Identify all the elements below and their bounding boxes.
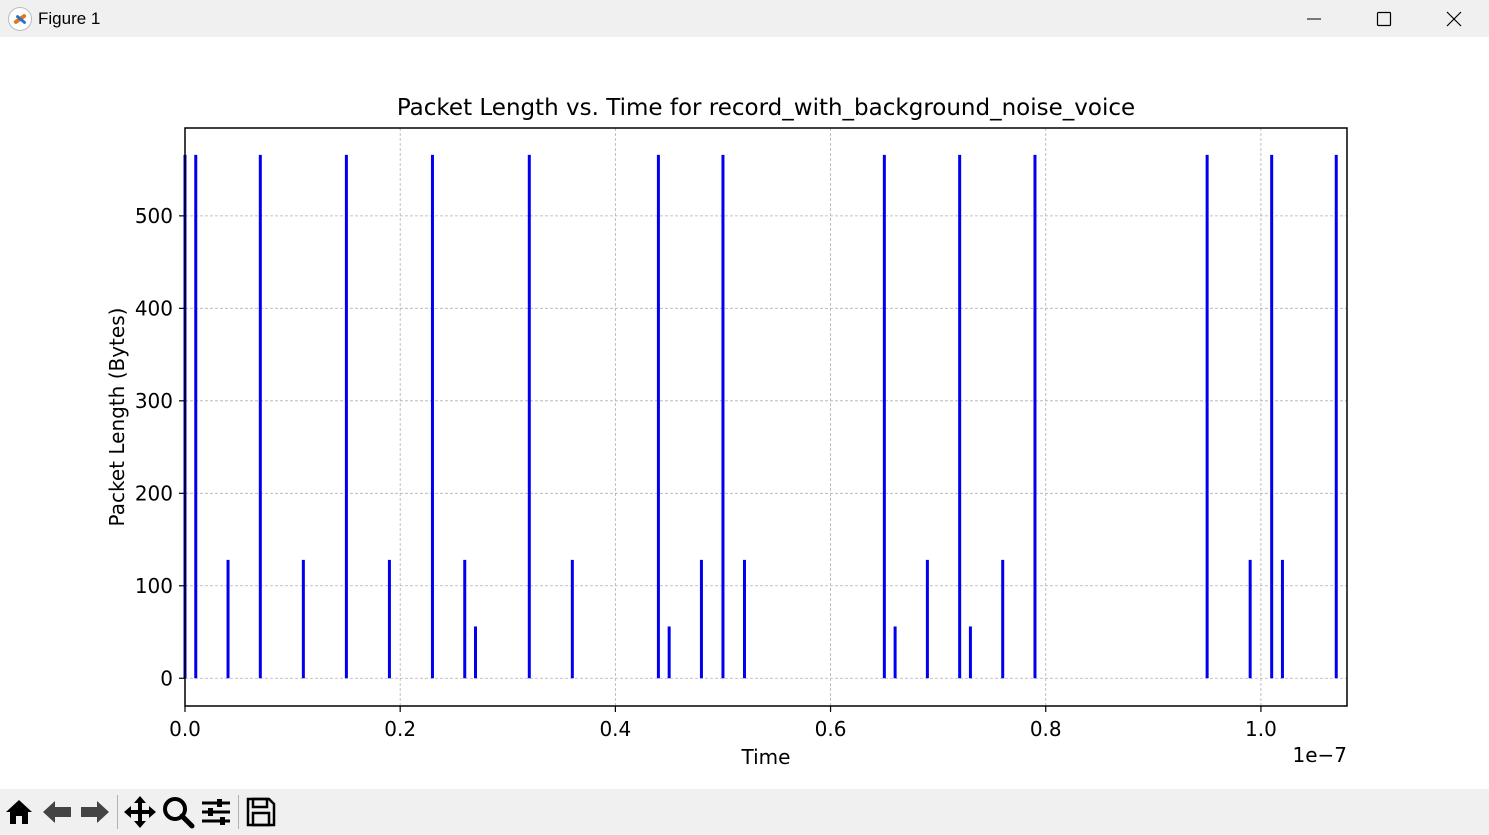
- zoom-button[interactable]: [159, 792, 197, 832]
- pan-move-icon: [124, 796, 156, 828]
- toolbar-separator: [117, 795, 118, 829]
- chart-title: Packet Length vs. Time for record_with_b…: [397, 95, 1135, 121]
- x-axis-offset-label: 1e−7: [1292, 743, 1347, 767]
- configure-subplots-button[interactable]: [197, 792, 235, 832]
- x-axis-ticks: 0.0 0.2 0.4 0.6 0.8 1.0: [169, 706, 1277, 741]
- x-tick-label: 0.2: [384, 717, 416, 741]
- y-axis-ticks: 0 100 200 300 400 500: [135, 204, 185, 690]
- maximize-button[interactable]: [1349, 0, 1419, 37]
- stem-series: [183, 154, 1338, 679]
- toolbar-separator: [238, 795, 239, 829]
- minimize-button[interactable]: [1279, 0, 1349, 37]
- home-icon: [6, 800, 32, 824]
- configure-subplots-icon: [202, 799, 230, 825]
- zoom-magnifier-icon: [163, 797, 195, 829]
- grid-lines: [185, 128, 1347, 706]
- y-tick-label: 0: [160, 666, 173, 690]
- y-tick-label: 300: [135, 389, 173, 413]
- navigation-toolbar: [0, 789, 1489, 835]
- back-button[interactable]: [38, 792, 76, 832]
- y-tick-label: 400: [135, 296, 173, 320]
- matplotlib-app-icon: [8, 6, 32, 31]
- save-disk-icon: [246, 797, 276, 827]
- x-tick-label: 1.0: [1245, 717, 1277, 741]
- close-icon: [1446, 11, 1462, 26]
- y-tick-label: 500: [135, 204, 173, 228]
- x-tick-label: 0.8: [1030, 717, 1062, 741]
- window-title: Figure 1: [38, 8, 101, 28]
- x-axis-label: Time: [741, 745, 791, 769]
- title-bar: Figure 1: [0, 0, 1489, 37]
- x-tick-label: 0.4: [599, 717, 631, 741]
- stem-chart: 0.0 0.2 0.4 0.6 0.8 1.0 0 100 200 300 400 500 Pack…: [105, 95, 1348, 769]
- back-arrow-icon: [43, 801, 71, 823]
- y-tick-label: 100: [135, 574, 173, 598]
- maximize-icon: [1376, 11, 1392, 26]
- minimize-icon: [1307, 18, 1321, 19]
- forward-arrow-icon: [81, 801, 109, 823]
- close-button[interactable]: [1419, 0, 1489, 37]
- figure-canvas[interactable]: 0.0 0.2 0.4 0.6 0.8 1.0 0 100 200 300 400 500 Pack…: [0, 37, 1489, 789]
- axes-frame: [184, 127, 1348, 707]
- window-controls: [1279, 0, 1489, 37]
- save-button[interactable]: [242, 792, 280, 832]
- y-axis-label: Packet Length (Bytes): [105, 308, 129, 527]
- y-tick-label: 200: [135, 481, 173, 505]
- home-button[interactable]: [0, 792, 38, 832]
- pan-button[interactable]: [121, 792, 159, 832]
- x-tick-label: 0.0: [169, 717, 201, 741]
- x-tick-label: 0.6: [815, 717, 847, 741]
- forward-button[interactable]: [76, 792, 114, 832]
